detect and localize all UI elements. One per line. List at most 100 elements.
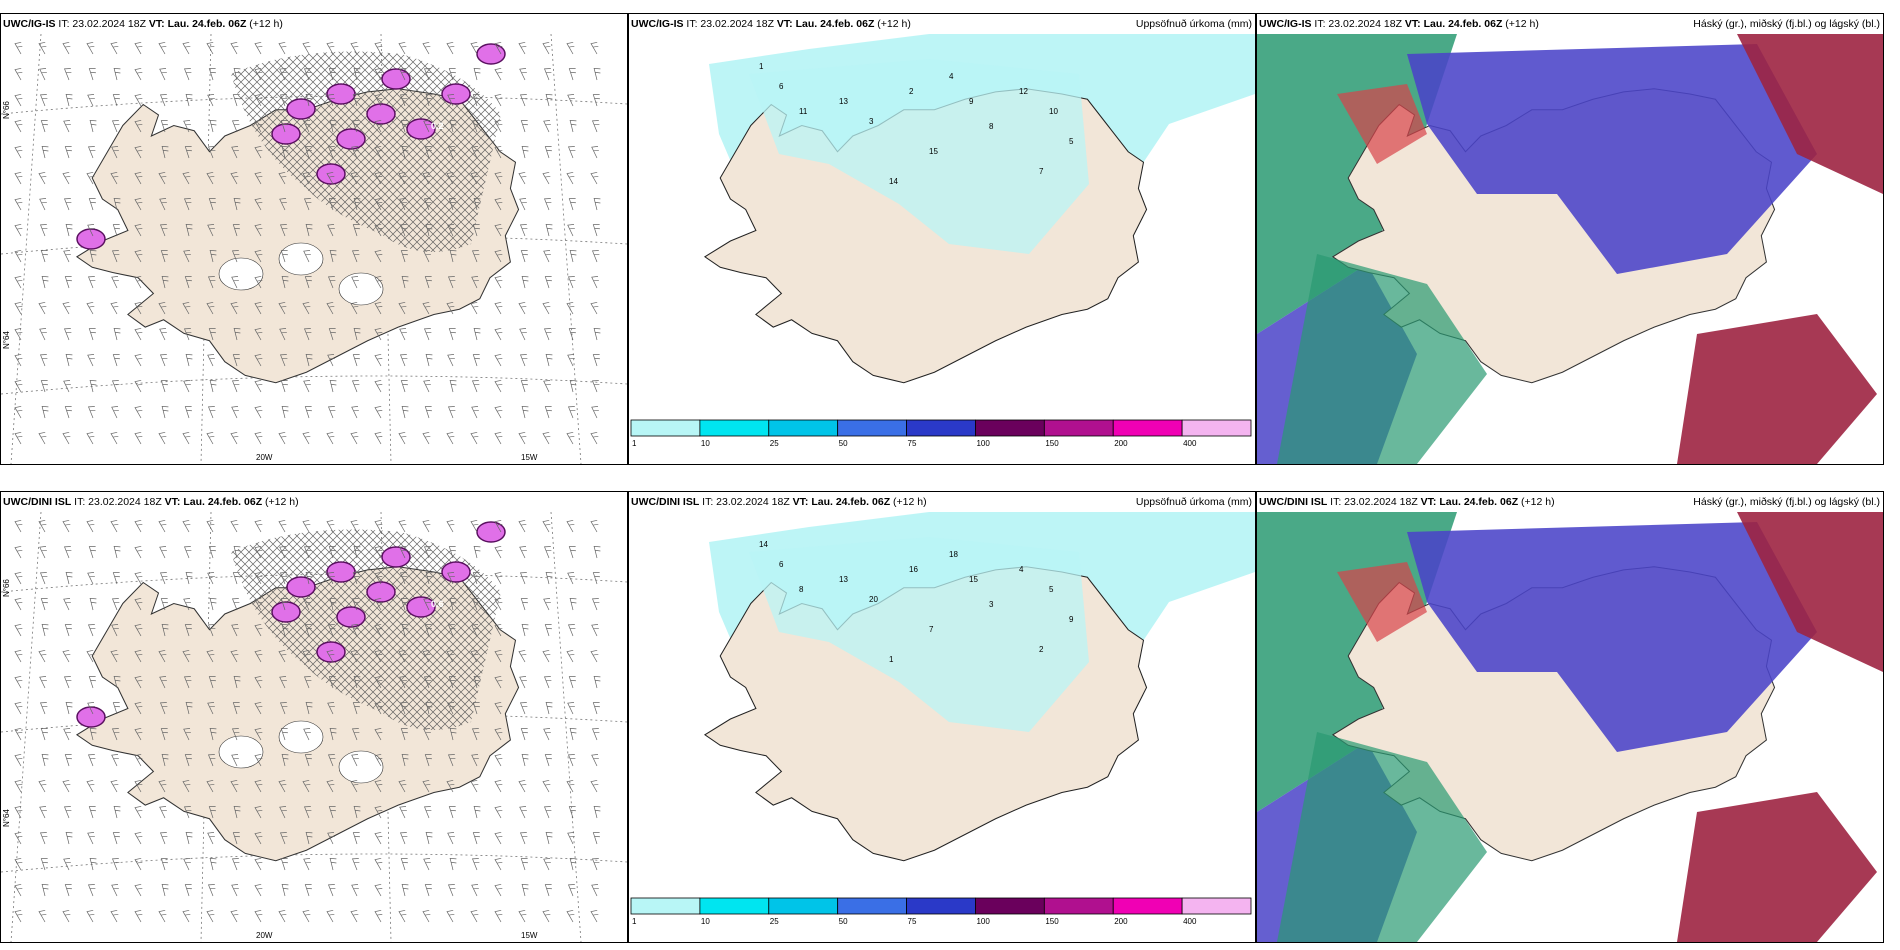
precip-station-value: 6 [779,560,784,569]
wind-barb [494,883,503,897]
snow-area [271,601,301,623]
wind-barb [279,328,287,341]
wind-barb [254,753,263,767]
wind-barb [63,68,72,81]
wind-barb [254,597,263,611]
wind-barb [424,624,432,637]
wind-barb [374,831,383,845]
snow-area [366,581,396,603]
wind-barb [351,250,360,263]
ice-cap [338,750,384,784]
wind-barb [232,572,240,585]
wind-barb [207,276,216,289]
wind-barb [302,909,311,923]
wind-barb [161,883,169,897]
wind-barb [472,94,480,107]
wind-barb [279,94,288,107]
lead-time: (+12 h) [877,18,911,30]
wind-barb [422,519,431,533]
wind-barb [521,405,529,419]
wind-barb [254,779,263,793]
wind-barb [398,519,407,533]
wind-barb [449,597,457,611]
wind-barb [38,649,47,663]
wind-barb [233,327,241,341]
snow-area [316,641,346,663]
wind-barb [400,120,408,133]
wind-barb [471,250,480,263]
wind-barb [567,146,576,159]
wind-barb [209,379,217,393]
wind-barb [544,146,552,159]
wind-barb [112,224,120,237]
wind-barb [329,727,337,741]
wind-barb [64,754,72,767]
wind-barb [159,354,168,367]
wind-barb [184,754,192,767]
precip-station-value: 6 [779,82,784,91]
wind-barb [374,571,383,585]
ice-cap [278,720,324,754]
snow-area [336,606,366,628]
wind-barb [14,597,23,611]
colorbar-swatch [768,419,839,437]
wind-barb [302,41,311,55]
latitude-label: N°64 [2,331,11,349]
wind-barb [86,431,95,445]
precip-station-value: 14 [889,177,898,186]
wind-barb [281,275,289,289]
wind-barb [134,145,143,159]
wind-barb [305,701,313,715]
wind-barb [473,805,481,819]
wind-barb [519,354,528,367]
precip-station-value: 8 [799,585,804,594]
wind-barb [448,68,456,81]
wind-barb [398,909,407,923]
wind-barb [449,727,457,741]
wind-barb [281,753,289,767]
wind-barb [568,546,576,559]
issue-time: IT: 23.02.2024 18Z [74,496,162,508]
wind-barb [230,41,239,55]
wind-panel-igis: UWC/IG-IS IT: 23.02.2024 18Z VT: Lau. 24… [0,13,628,465]
wind-barb [567,832,575,845]
wind-barb [233,545,241,559]
wind-barb [184,884,192,897]
wind-barb [303,328,312,341]
wind-barb [567,702,575,715]
wind-barb [278,779,287,793]
wind-barb [134,727,143,741]
wind-barb [305,353,313,367]
wind-barb [544,406,552,419]
wind-barb [63,806,72,819]
wind-barb [351,406,359,419]
wind-barb [352,572,360,585]
wind-barb [254,379,263,393]
wind-barb [232,224,240,237]
wind-barb [209,597,217,611]
wind-barb [518,301,527,315]
wind-barb [351,598,360,611]
wind-barb [231,406,239,419]
wind-barb [447,702,455,715]
wind-barb [161,145,169,159]
wind-barb [303,120,311,133]
precip-station-value: 4 [1019,565,1024,574]
wind-barb [592,94,600,107]
wind-barb [471,146,479,159]
wind-barb [494,779,503,793]
wind-barb [472,224,480,237]
wind-barb [303,806,312,819]
wind-barb [351,380,360,393]
wind-map: 0.8 0.6 0.2 20W 15W N°66 N°64 [1,34,627,464]
wind-barb [519,572,528,585]
wind-barb [110,301,119,315]
wind-barb [182,171,191,185]
wind-barb [326,41,335,55]
precip-station-value: 12 [1019,87,1028,96]
wind-barb [590,431,599,445]
wind-barb [567,624,576,637]
wind-barb [134,831,143,845]
wind-barb [134,41,143,55]
wind-barb [566,649,575,663]
